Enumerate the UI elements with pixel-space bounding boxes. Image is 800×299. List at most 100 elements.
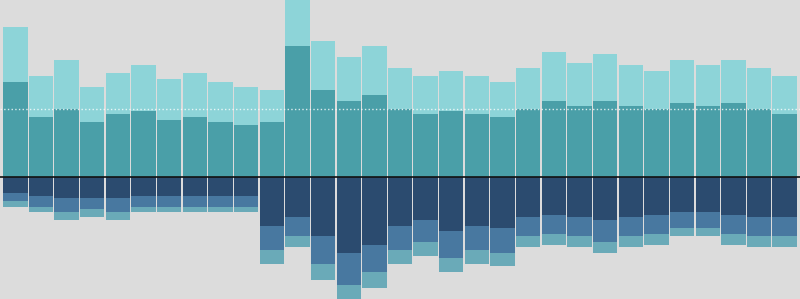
Bar — [260, 250, 284, 264]
Bar — [157, 207, 182, 212]
Bar — [286, 237, 310, 247]
Bar — [644, 215, 669, 234]
Bar — [54, 109, 79, 177]
Bar — [490, 177, 514, 228]
Bar — [414, 242, 438, 256]
Bar — [542, 52, 566, 100]
Bar — [721, 103, 746, 177]
Bar — [439, 71, 463, 112]
Bar — [644, 234, 669, 245]
Bar — [157, 79, 182, 120]
Bar — [260, 226, 284, 250]
Bar — [80, 209, 105, 217]
Bar — [670, 60, 694, 103]
Bar — [593, 177, 618, 220]
Bar — [208, 207, 233, 212]
Bar — [131, 207, 156, 212]
Bar — [542, 215, 566, 234]
Bar — [182, 196, 207, 207]
Bar — [439, 112, 463, 177]
Bar — [3, 177, 27, 193]
Bar — [29, 207, 54, 212]
Bar — [182, 117, 207, 177]
Bar — [670, 177, 694, 212]
Bar — [106, 199, 130, 212]
Bar — [465, 76, 489, 114]
Bar — [286, 217, 310, 237]
Bar — [542, 100, 566, 177]
Bar — [490, 117, 514, 177]
Bar — [29, 117, 54, 177]
Bar — [567, 106, 592, 177]
Bar — [695, 65, 720, 106]
Bar — [131, 112, 156, 177]
Bar — [721, 234, 746, 245]
Bar — [618, 177, 643, 217]
Bar — [3, 193, 27, 201]
Bar — [773, 217, 797, 237]
Bar — [670, 103, 694, 177]
Bar — [490, 82, 514, 117]
Bar — [182, 177, 207, 196]
Bar — [182, 207, 207, 212]
Bar — [131, 196, 156, 207]
Bar — [414, 220, 438, 242]
Bar — [773, 76, 797, 114]
Bar — [311, 237, 335, 264]
Bar — [773, 114, 797, 177]
Bar — [746, 177, 771, 217]
Bar — [490, 253, 514, 266]
Bar — [746, 109, 771, 177]
Bar — [311, 177, 335, 237]
Bar — [542, 234, 566, 245]
Bar — [234, 125, 258, 177]
Bar — [131, 177, 156, 196]
Bar — [746, 217, 771, 237]
Bar — [773, 177, 797, 217]
Bar — [3, 82, 27, 177]
Bar — [567, 62, 592, 106]
Bar — [516, 109, 540, 177]
Bar — [388, 226, 412, 250]
Bar — [54, 177, 79, 199]
Bar — [439, 231, 463, 258]
Bar — [670, 228, 694, 237]
Bar — [516, 177, 540, 217]
Bar — [618, 217, 643, 237]
Bar — [362, 46, 386, 95]
Bar — [29, 177, 54, 196]
Bar — [695, 228, 720, 237]
Bar — [721, 215, 746, 234]
Bar — [618, 106, 643, 177]
Bar — [337, 100, 361, 177]
Bar — [644, 177, 669, 215]
Bar — [208, 196, 233, 207]
Bar — [388, 177, 412, 226]
Bar — [157, 120, 182, 177]
Bar — [567, 237, 592, 247]
Bar — [106, 177, 130, 199]
Bar — [80, 87, 105, 122]
Bar — [721, 177, 746, 215]
Bar — [260, 90, 284, 122]
Bar — [490, 228, 514, 253]
Bar — [542, 177, 566, 215]
Bar — [337, 177, 361, 253]
Bar — [516, 217, 540, 237]
Bar — [286, 0, 310, 46]
Bar — [3, 27, 27, 82]
Bar — [593, 220, 618, 242]
Bar — [695, 177, 720, 212]
Bar — [54, 199, 79, 212]
Bar — [439, 258, 463, 272]
Bar — [29, 196, 54, 207]
Bar — [746, 237, 771, 247]
Bar — [465, 114, 489, 177]
Bar — [157, 177, 182, 196]
Bar — [567, 177, 592, 217]
Bar — [414, 114, 438, 177]
Bar — [516, 237, 540, 247]
Bar — [286, 177, 310, 217]
Bar — [80, 122, 105, 177]
Bar — [593, 100, 618, 177]
